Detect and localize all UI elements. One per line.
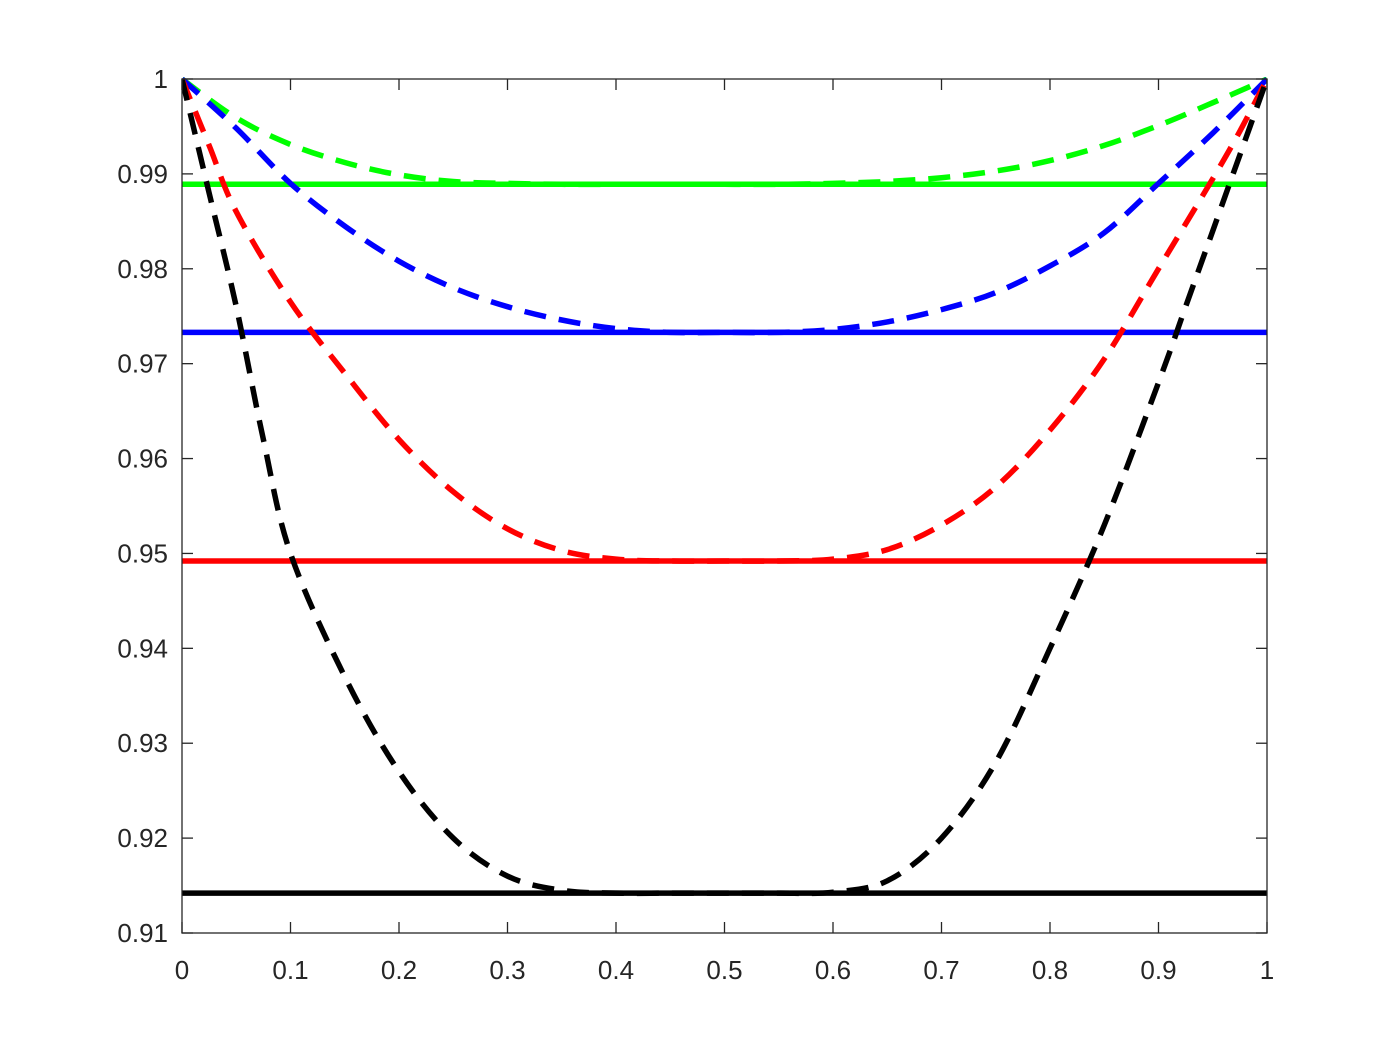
series-line-3-dashed (182, 77, 1267, 336)
y-tick-label: 0.95 (117, 538, 168, 568)
plot-area (182, 77, 1267, 897)
series-line-7-dashed (182, 78, 1267, 897)
x-tick-label: 0.8 (1032, 955, 1068, 985)
y-tick-label: 0.98 (117, 254, 168, 284)
y-tick-label: 0.96 (117, 444, 168, 474)
y-tick-label: 0.93 (117, 728, 168, 758)
x-tick-label: 1 (1260, 955, 1274, 985)
axes: 0 0.1 0.2 0.3 0.4 0.5 0.6 0.7 0.8 0.9 10.910.920.9… (117, 64, 1274, 985)
x-tick-label: 0.6 (815, 955, 851, 985)
y-tick-label: 1 (154, 64, 168, 94)
y-tick-label: 0.97 (117, 349, 168, 379)
x-tick-label: 0.7 (923, 955, 959, 985)
y-tick-label: 0.94 (117, 633, 168, 663)
x-tick-label: 0.1 (272, 955, 308, 985)
series-line-1-dashed (182, 77, 1267, 188)
series-line-5-dashed (182, 77, 1267, 564)
y-tick-label: 0.91 (117, 918, 168, 948)
x-tick-label: 0.2 (381, 955, 417, 985)
y-tick-label: 0.92 (117, 823, 168, 853)
x-tick-label: 0.3 (489, 955, 525, 985)
x-tick-label: 0 (175, 955, 189, 985)
y-tick-label: 0.99 (117, 159, 168, 189)
axes-box (181, 78, 1268, 934)
x-tick-label: 0.5 (706, 955, 742, 985)
x-tick-label: 0.9 (1140, 955, 1176, 985)
x-tick-label: 0.4 (598, 955, 634, 985)
